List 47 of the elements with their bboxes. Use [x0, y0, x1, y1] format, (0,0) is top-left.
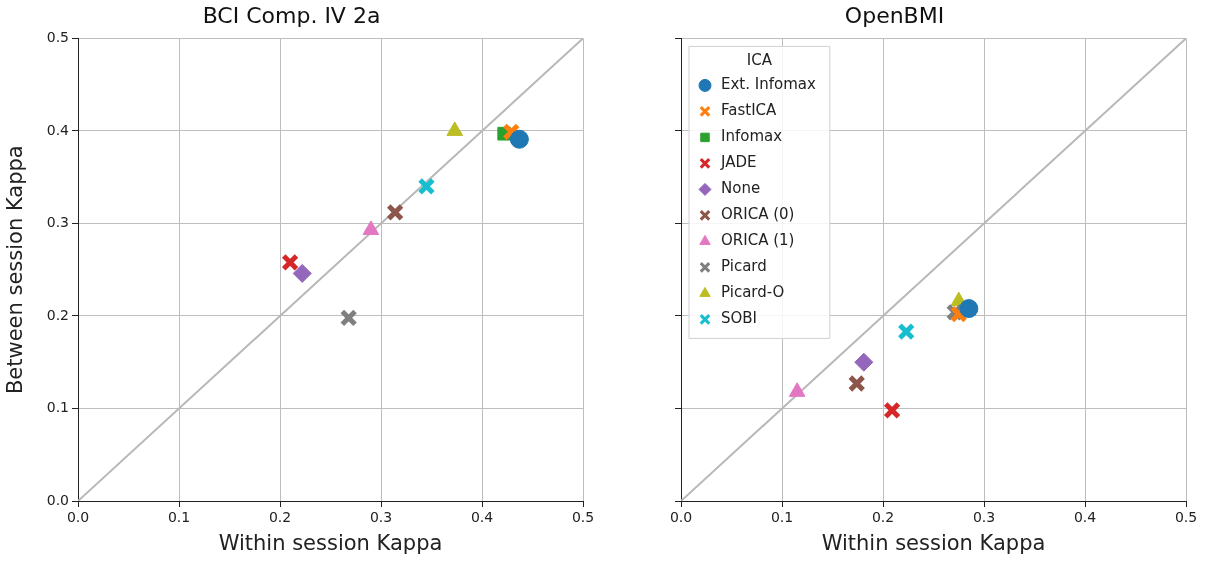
point: [959, 299, 979, 319]
y-tick-label: 0.3: [46, 214, 69, 231]
y-axis-title: Between session Kappa: [3, 145, 28, 395]
x-tick-label: 0.4: [470, 509, 494, 526]
y-tick-label: 0.2: [46, 306, 69, 323]
point: [509, 129, 529, 149]
x-tick-label: 0.0: [669, 509, 693, 526]
legend-label: ORICA (1): [721, 231, 795, 250]
legend-label: ORICA (0): [721, 205, 795, 224]
point: [847, 374, 866, 393]
chart-title: OpenBMI: [844, 2, 945, 28]
x-axis-title: Within session Kappa: [218, 530, 443, 555]
x-tick-label: 0.2: [268, 509, 292, 526]
legend-label: Picard: [721, 257, 767, 276]
point: [897, 322, 916, 341]
point: [417, 177, 436, 196]
point: [292, 263, 312, 283]
point: [854, 352, 874, 372]
x-tick-label: 0.3: [369, 509, 393, 526]
point: [386, 203, 404, 222]
y-tick-label: 0.1: [46, 399, 69, 416]
x-tick-label: 0.5: [571, 509, 595, 526]
point: [949, 305, 968, 323]
point: [339, 308, 358, 327]
x-tick-label: 0.1: [770, 509, 794, 526]
x-tick-label: 0.1: [167, 509, 191, 526]
y-tick-label: 0.5: [46, 29, 69, 46]
legend-title: ICA: [746, 51, 773, 70]
x-tick-label: 0.3: [972, 509, 996, 526]
chart-title: BCI Comp. IV 2a: [202, 2, 381, 28]
legend-label: Picard-O: [721, 283, 785, 302]
legend-label: Infomax: [721, 127, 783, 146]
legend-label: FastICA: [721, 101, 778, 120]
x-axis-title: Within session Kappa: [821, 530, 1046, 555]
x-tick-label: 0.2: [871, 509, 895, 526]
legend-label: JADE: [720, 153, 757, 172]
x-tick-label: 0.0: [66, 509, 90, 526]
point: [502, 122, 521, 141]
x-tick-label: 0.4: [1073, 509, 1097, 526]
legend-label: Ext. Infomax: [721, 75, 816, 94]
x-tick-label: 0.5: [1174, 509, 1198, 526]
y-tick-label: 0.0: [46, 491, 69, 508]
point: [883, 401, 901, 420]
legend-label: None: [721, 179, 761, 198]
point: [281, 253, 299, 272]
y-tick-label: 0.4: [46, 121, 70, 138]
legend-label: SOBI: [721, 309, 758, 328]
